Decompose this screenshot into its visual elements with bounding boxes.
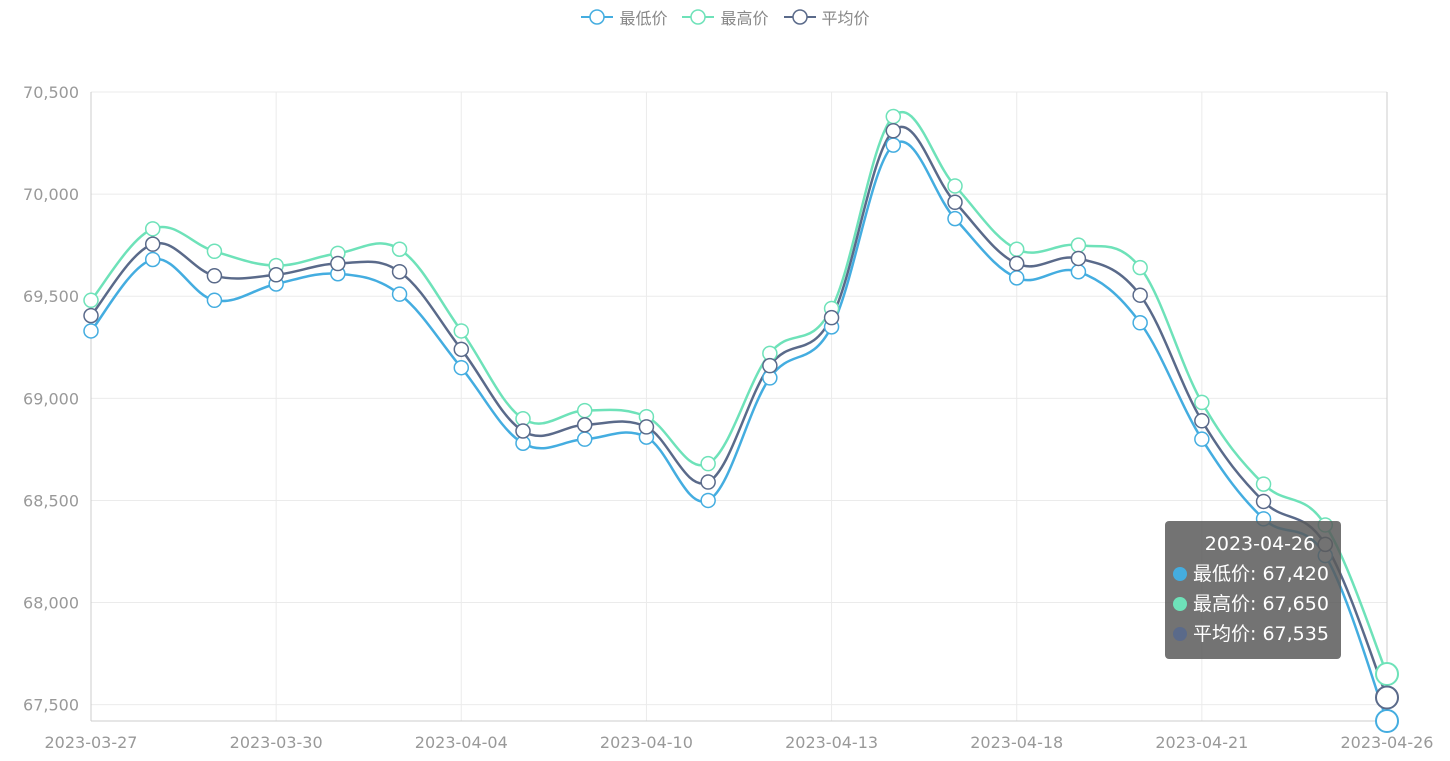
data-point bbox=[1132, 315, 1148, 331]
data-point bbox=[1070, 250, 1087, 267]
legend-item-2[interactable]: 平均价 bbox=[783, 5, 870, 29]
data-point bbox=[1070, 263, 1087, 280]
data-point bbox=[1255, 476, 1272, 492]
data-point bbox=[1008, 255, 1025, 272]
data-point bbox=[576, 431, 593, 447]
legend-marker-icon bbox=[783, 9, 816, 25]
data-point bbox=[391, 263, 408, 280]
data-point bbox=[453, 341, 470, 358]
tooltip-row: 最低价: 67,420 bbox=[1173, 559, 1333, 589]
data-point bbox=[453, 323, 470, 339]
data-point bbox=[947, 210, 963, 227]
legend-item-1[interactable]: 最高价 bbox=[681, 5, 769, 29]
y-tick-label: 68,500 bbox=[23, 491, 79, 510]
data-point bbox=[700, 492, 716, 509]
data-point bbox=[1008, 270, 1025, 286]
y-tick-label: 69,500 bbox=[23, 287, 79, 306]
y-tick-label: 70,000 bbox=[23, 185, 79, 204]
y-tick-label: 67,500 bbox=[23, 696, 79, 715]
data-point bbox=[576, 417, 593, 433]
tooltip-row: 最高价: 67,650 bbox=[1173, 589, 1333, 619]
tooltip-value: 最低价: 67,420 bbox=[1193, 563, 1329, 585]
data-point bbox=[885, 137, 902, 153]
grid-lines bbox=[91, 91, 1387, 721]
data-point bbox=[453, 359, 470, 376]
data-point bbox=[144, 236, 161, 252]
tooltip: 2023-04-26 最低价: 67,420 最高价: 67,650 平均价: 67… bbox=[1165, 521, 1341, 659]
x-tick-label: 2023-04-26 bbox=[1341, 733, 1434, 752]
data-point bbox=[1194, 394, 1210, 411]
data-point bbox=[1194, 413, 1210, 429]
data-point bbox=[1132, 287, 1148, 303]
data-point bbox=[144, 221, 161, 237]
x-tick-label: 2023-04-21 bbox=[1155, 733, 1248, 752]
data-point bbox=[83, 307, 99, 324]
data-point bbox=[700, 474, 716, 490]
data-point bbox=[391, 241, 408, 257]
legend-label: 最高价 bbox=[720, 9, 769, 28]
axes bbox=[90, 92, 1388, 722]
legend-marker-icon bbox=[581, 9, 614, 25]
x-tick-label: 2023-04-04 bbox=[415, 733, 508, 752]
tooltip-value: 最高价: 67,650 bbox=[1193, 593, 1329, 615]
data-point bbox=[206, 243, 223, 260]
tooltip-value: 平均价: 67,535 bbox=[1193, 623, 1329, 645]
data-point bbox=[638, 419, 655, 435]
data-point bbox=[576, 402, 593, 419]
legend-label: 平均价 bbox=[821, 9, 870, 28]
data-point bbox=[1194, 431, 1210, 447]
legend-marker-icon bbox=[682, 9, 715, 25]
legend-item-0[interactable]: 最低价 bbox=[580, 5, 667, 29]
data-point bbox=[206, 268, 223, 284]
data-point bbox=[1070, 237, 1087, 253]
x-tick-label: 2023-04-13 bbox=[785, 733, 878, 752]
y-tick-label: 69,000 bbox=[23, 389, 79, 408]
data-point bbox=[83, 292, 99, 309]
data-point bbox=[515, 423, 531, 439]
data-point bbox=[144, 251, 161, 268]
series-dot-icon bbox=[1173, 597, 1187, 611]
series-dot-icon bbox=[1173, 627, 1187, 641]
data-point bbox=[206, 292, 223, 309]
y-tick-label: 70,500 bbox=[23, 83, 79, 102]
data-point bbox=[947, 178, 963, 194]
series-dot-icon bbox=[1173, 567, 1187, 581]
data-point bbox=[947, 194, 963, 211]
x-tick-label: 2023-03-30 bbox=[230, 733, 323, 752]
data-point bbox=[823, 309, 840, 326]
data-point bbox=[762, 357, 778, 374]
tooltip-date: 2023-04-26 bbox=[1204, 533, 1316, 555]
data-point bbox=[1375, 662, 1399, 687]
data-point bbox=[885, 108, 902, 125]
data-point bbox=[83, 323, 99, 339]
data-point bbox=[1375, 709, 1399, 733]
data-point bbox=[1008, 241, 1025, 257]
data-point bbox=[1132, 259, 1148, 276]
tooltip-rows: 最低价: 67,420 最高价: 67,650 平均价: 67,535 bbox=[1173, 559, 1333, 649]
x-tick-label: 2023-03-27 bbox=[45, 733, 138, 752]
data-point bbox=[1255, 493, 1272, 510]
data-points bbox=[83, 108, 1399, 733]
x-tick-label: 2023-04-18 bbox=[970, 733, 1063, 752]
data-point bbox=[391, 286, 408, 302]
legend: 最低价 最高价 平均价 bbox=[0, 5, 1450, 29]
data-point bbox=[1375, 685, 1399, 710]
tooltip-row: 平均价: 67,535 bbox=[1173, 619, 1333, 649]
data-point bbox=[700, 455, 716, 472]
data-point bbox=[268, 267, 284, 283]
tick-labels: 67,500 68,000 68,500 69,000 69,500 70,000 70,5… bbox=[23, 83, 1433, 752]
x-tick-label: 2023-04-10 bbox=[600, 733, 693, 752]
y-tick-label: 68,000 bbox=[23, 594, 79, 613]
legend-label: 最低价 bbox=[619, 9, 668, 28]
data-point bbox=[330, 255, 346, 272]
data-point bbox=[885, 123, 902, 139]
